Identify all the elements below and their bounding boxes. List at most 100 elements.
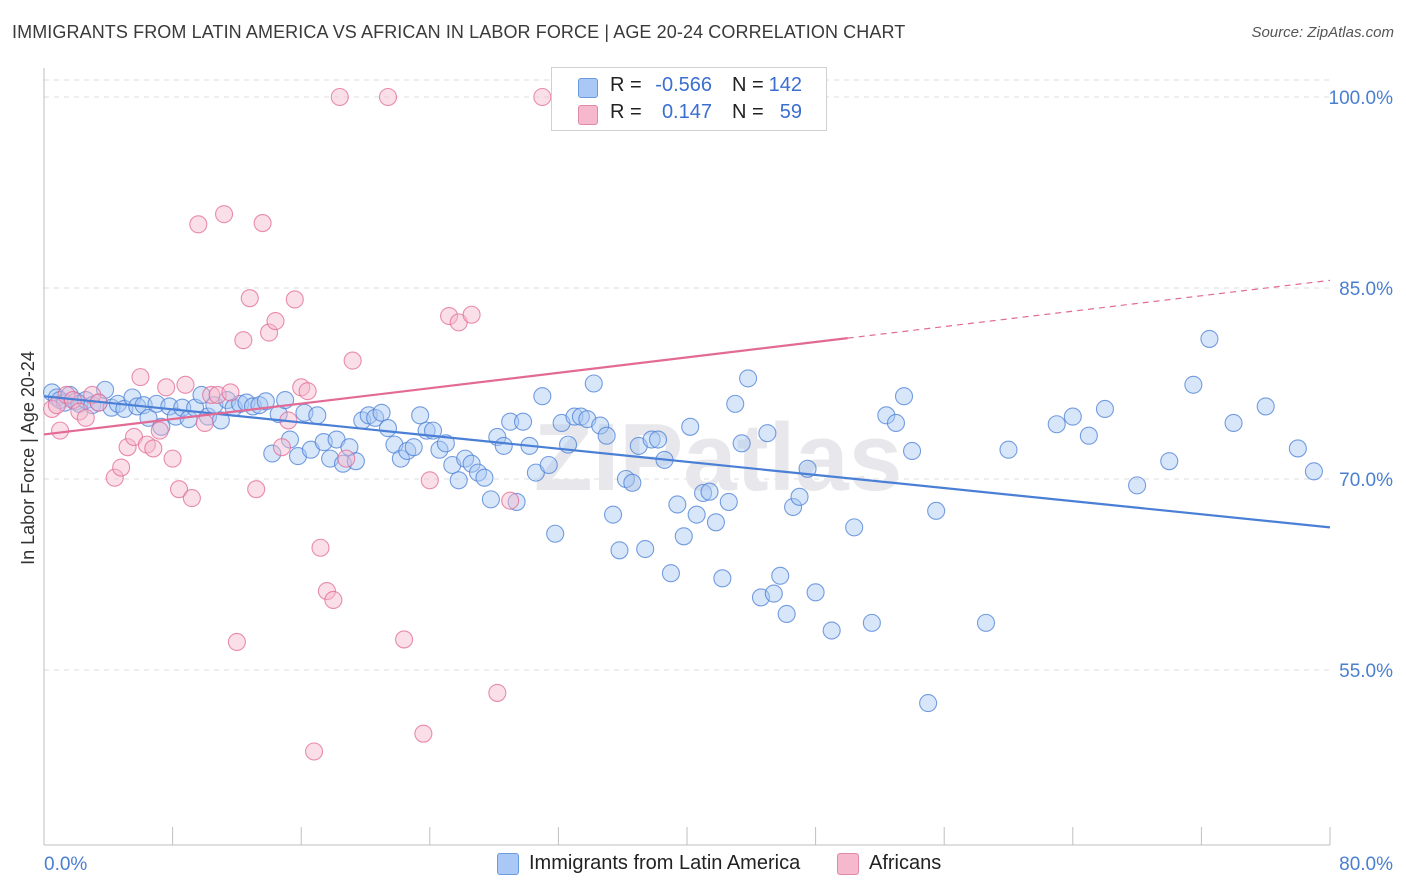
latin-america-point [584, 374, 603, 393]
legend-swatch-latin-america [578, 78, 598, 98]
trend-line-africans-extension [847, 279, 1331, 339]
legend-n-value: 142 [768, 74, 802, 96]
latin-america-point [1184, 375, 1203, 394]
africans-point [169, 480, 189, 499]
africans-point [501, 491, 520, 510]
latin-america-point [404, 438, 423, 457]
africans-point [311, 538, 330, 557]
latin-america-point [263, 444, 282, 463]
africans-point [51, 421, 70, 440]
latin-america-point [591, 416, 610, 435]
latin-america-point [771, 566, 790, 585]
x-tick-labels: 0.0% 80.0% [44, 854, 1393, 875]
africans-point [214, 205, 234, 224]
latin-america-point [192, 385, 211, 405]
latin-america-point [372, 403, 391, 422]
legend-r-label: R = [610, 74, 642, 96]
africans-point [118, 438, 137, 457]
latin-america-point [173, 398, 192, 417]
latin-america-point [411, 406, 430, 425]
latin-america-point [1200, 329, 1219, 348]
latin-america-point [597, 426, 616, 445]
africans-point [440, 306, 459, 326]
latin-america-point [160, 397, 179, 416]
latin-america-point [764, 584, 783, 603]
trend-line-africans [43, 337, 848, 436]
africans-point [533, 87, 552, 107]
africans-point [324, 590, 343, 610]
latin-america-point [513, 412, 533, 431]
latin-america-point [436, 434, 455, 453]
africans-point [259, 323, 279, 342]
trend-lines [43, 279, 1331, 529]
latin-america-point [732, 434, 751, 453]
latin-america-point [533, 387, 552, 406]
bottom-legend-swatch [837, 853, 859, 875]
latin-america-point [862, 613, 881, 632]
latin-america-point [784, 497, 803, 517]
latin-america-point [494, 436, 513, 455]
africans-point [157, 378, 176, 397]
latin-america-point [636, 539, 655, 559]
africans-point [76, 408, 95, 427]
latin-america-point [822, 621, 841, 640]
africans-point [144, 439, 163, 458]
africans-point [221, 383, 240, 402]
latin-america-point [649, 430, 668, 449]
africans-point [202, 385, 221, 405]
africans-point [195, 413, 214, 433]
africans-point [112, 458, 131, 477]
latin-america-point [927, 501, 946, 520]
latin-america-point [623, 473, 642, 492]
latin-america-point [475, 468, 494, 487]
axes [43, 68, 1331, 846]
y-tick-label: 70.0% [1339, 470, 1393, 491]
latin-america-point [999, 440, 1018, 459]
africans-point [378, 87, 398, 107]
latin-america-point [1047, 415, 1066, 434]
latin-america-point [610, 541, 629, 560]
latin-america-point [886, 413, 906, 433]
latin-america-point [539, 455, 558, 475]
y-tick-labels: 55.0% 70.0% 85.0% 100.0% [1329, 88, 1394, 682]
africans-point [189, 215, 208, 234]
africans-point [272, 438, 291, 457]
series-africans-points [42, 87, 552, 761]
latin-america-point [976, 613, 996, 632]
latin-america-point [1304, 462, 1323, 481]
africans-point [247, 480, 266, 499]
source-label: Source: ZipAtlas.com [1251, 24, 1394, 41]
latin-america-point [700, 482, 719, 501]
latin-america-point [687, 505, 706, 524]
legend-r-value: 0.147 [661, 101, 712, 123]
africans-point [330, 87, 349, 107]
africans-point [176, 375, 195, 394]
x-tick-label: 0.0% [44, 854, 87, 875]
bottom-legend-label: Africans [869, 852, 942, 874]
bottom-legend-label: Immigrants from Latin America [529, 852, 801, 874]
africans-point [337, 449, 356, 468]
africans-point [234, 331, 253, 350]
africans-point [285, 290, 304, 309]
latin-america-point [501, 412, 520, 431]
latin-america-point [668, 495, 687, 514]
latin-america-point [1160, 452, 1179, 471]
africans-point [182, 489, 201, 508]
latin-america-point [391, 449, 410, 468]
x-tick-label: 80.0% [1339, 854, 1393, 875]
latin-america-point [1224, 413, 1243, 433]
latin-america-point [378, 419, 398, 438]
latin-america-point [902, 441, 922, 461]
latin-america-point [1256, 397, 1275, 416]
latin-america-point [1063, 407, 1082, 426]
latin-america-point [449, 471, 468, 490]
africans-point [343, 351, 362, 370]
latin-america-point [1095, 399, 1114, 419]
africans-point [420, 471, 439, 490]
legend-row-africans: R = 0.147 N = 59 [552, 101, 826, 127]
latin-america-point [726, 394, 745, 413]
africans-point [253, 214, 272, 233]
legend-n-label: N = [732, 74, 764, 96]
legend-r-label: R = [610, 101, 642, 123]
grid-lines [44, 79, 1330, 671]
